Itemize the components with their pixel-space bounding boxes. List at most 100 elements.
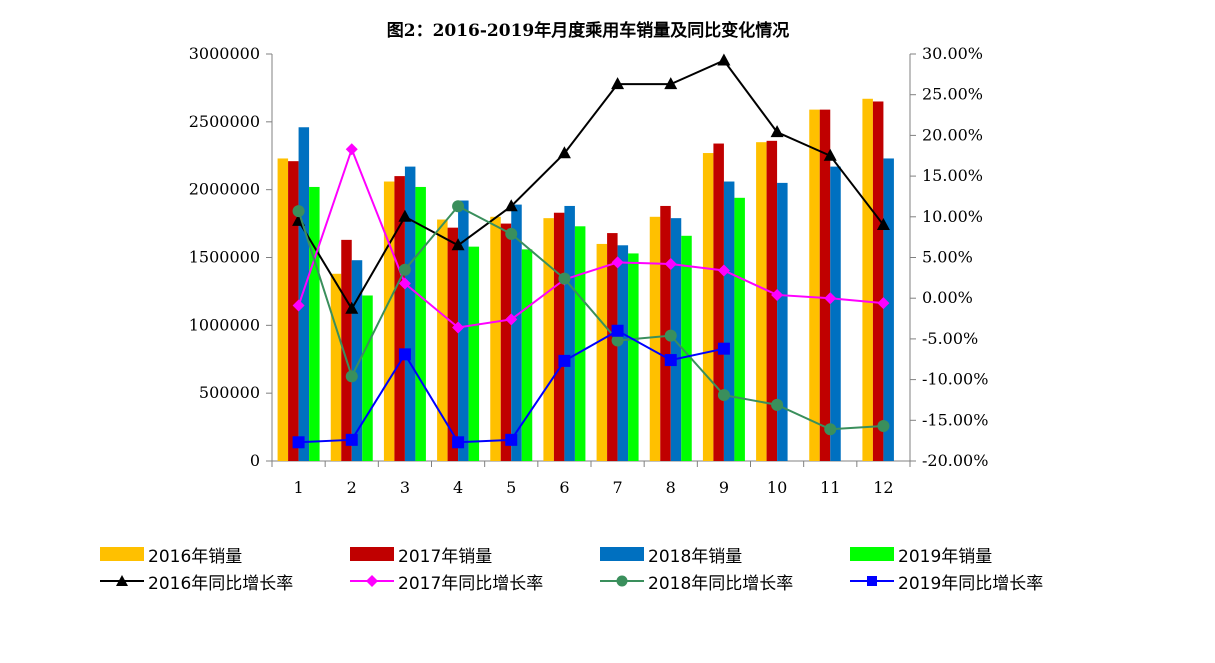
right-tick-label: 20.00% [922,125,983,144]
bar [713,143,724,462]
point [504,199,518,212]
bar [458,200,469,461]
bar [383,181,395,461]
legend-label-2017-sales: 2017年销量 [398,546,493,567]
point [557,146,571,159]
point [664,77,678,90]
x-tick-label: 5 [506,478,516,497]
x-tick-label: 11 [820,478,840,497]
point [345,433,358,446]
point [452,321,465,334]
bar [723,181,735,461]
series-line [297,59,885,311]
bar [500,223,512,461]
legend-item-2018-sales: 2018年销量 [600,543,743,567]
bar [628,253,639,461]
legend-label-2018-sales: 2018年销量 [648,546,743,567]
left-tick-label: 0 [250,451,260,470]
legend-item-2016-growth: 2016年同比增长率 [100,570,294,594]
legend-label-2018-growth: 2018年同比增长率 [648,573,794,594]
bar [415,186,426,461]
left-tick-label: 500000 [199,383,260,402]
point [611,256,624,269]
bar [702,153,714,461]
left-tick-label: 1000000 [189,315,260,334]
right-tick-label: -5.00% [922,329,978,348]
right-tick-label: -10.00% [922,370,988,389]
point [717,264,730,277]
bar [521,249,533,461]
bar [883,158,894,462]
point [717,53,731,66]
legend-item-2017-growth: 2017年同比增长率 [350,570,543,594]
x-tick-label: 4 [453,478,463,497]
point [398,263,411,276]
axes: 0 500000 1000000 1500000 2000000 2500000 30000… [189,44,989,497]
bar [617,245,629,461]
bar [298,127,310,461]
point [611,334,624,347]
legend-swatch-2017-sales [350,547,394,561]
x-tick-label: 3 [400,478,410,497]
square-marker-icon [850,576,894,586]
legend-label-2016-growth: 2016年同比增长率 [148,573,294,594]
point [824,292,837,305]
point [558,354,571,367]
legend-label-2019-sales: 2019年销量 [898,546,993,567]
left-tick-label: 2000000 [189,180,260,199]
right-tick-label: 15.00% [922,166,983,185]
point [717,389,730,402]
point [345,370,358,383]
bar [872,101,884,461]
right-tick-label: 0.00% [922,288,973,307]
bar [490,216,501,461]
point [611,324,624,337]
legend-item-2016-sales: 2016年销量 [100,543,243,567]
bar [862,98,873,462]
bar [596,243,608,461]
x-tick-label: 8 [666,478,676,497]
x-tick-label: 2 [347,478,357,497]
point [664,258,677,271]
bar [553,212,565,461]
point [398,277,411,290]
left-tick-label: 1500000 [189,248,260,267]
bar [404,166,416,461]
bar [756,142,767,461]
point [877,419,890,432]
point [717,342,730,355]
bar [468,246,480,461]
bar [734,197,745,461]
x-tick-label: 6 [559,478,569,497]
x-tick-label: 10 [767,478,787,497]
legend-item-2018-growth: 2018年同比增长率 [600,570,794,594]
bar [437,219,448,461]
diamond-marker-icon [350,575,394,587]
right-tick-label: 25.00% [922,85,983,104]
right-tick-label: -15.00% [922,410,988,429]
bar [351,260,363,461]
point [771,398,784,411]
point [876,217,890,230]
point [345,301,359,314]
bar [330,273,342,461]
bar [394,176,405,461]
legend-swatch-2019-sales [850,547,894,561]
point [611,77,625,90]
point [823,148,837,161]
right-tick-label: 10.00% [922,207,983,226]
right-tick-label: 30.00% [922,44,983,63]
bar [607,233,618,461]
legend-label-2016-sales: 2016年销量 [148,546,243,567]
point [292,436,305,449]
legend-item-2017-sales: 2017年销量 [350,543,493,567]
point [398,209,412,222]
bar [809,109,820,461]
chart-title: 图2：2016-2019年月度乘用车销量及同比变化情况 [386,21,790,41]
bar [277,158,289,462]
point [452,436,465,449]
bar [649,216,661,461]
right-tick-label: 5.00% [922,248,973,267]
point [505,227,518,240]
legend-item-2019-growth: 2019年同比增长率 [850,570,1043,594]
